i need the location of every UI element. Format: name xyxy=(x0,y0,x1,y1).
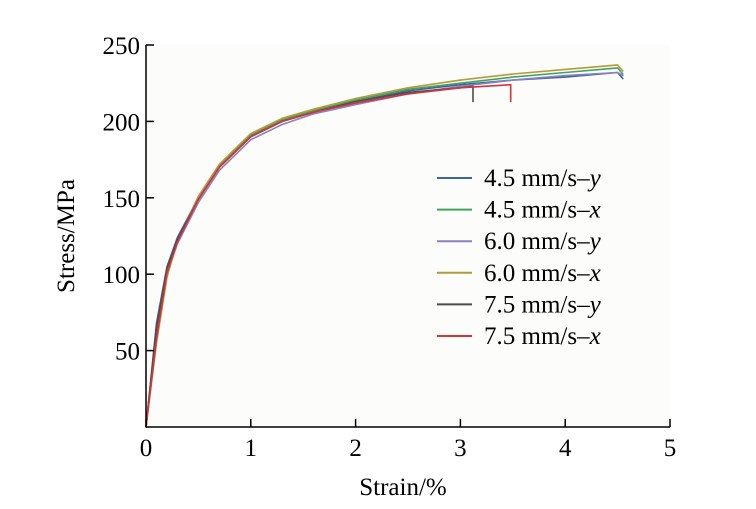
legend-label-4: 7.5 mm/s–y xyxy=(484,291,602,318)
x-tick-label: 5 xyxy=(664,435,677,462)
x-tick-label: 0 xyxy=(140,435,153,462)
y-tick-label: 200 xyxy=(103,109,141,136)
legend-label-base: 7.5 mm/s– xyxy=(484,291,590,318)
legend-label-base: 4.5 mm/s– xyxy=(484,165,590,192)
legend-label-1: 4.5 mm/s–x xyxy=(484,197,601,224)
x-tick-label: 4 xyxy=(559,435,572,462)
plot-area xyxy=(146,45,670,427)
y-tick-label: 250 xyxy=(103,33,141,60)
x-tick-label: 2 xyxy=(349,435,362,462)
x-axis-label: Strain/% xyxy=(359,474,447,501)
legend-label-base: 7.5 mm/s– xyxy=(484,323,590,350)
x-tick-label: 3 xyxy=(454,435,467,462)
legend-label-3: 6.0 mm/s–x xyxy=(484,260,601,287)
legend-label-suffix: x xyxy=(589,197,601,224)
legend-label-suffix: x xyxy=(589,260,601,287)
legend-label-2: 6.0 mm/s–y xyxy=(484,228,602,255)
y-tick-label: 150 xyxy=(103,186,141,213)
legend-label-base: 6.0 mm/s– xyxy=(484,228,590,255)
y-axis-ticks: 50 100 150 200 250 xyxy=(103,33,154,366)
x-tick-label: 1 xyxy=(245,435,258,462)
legend-label-5: 7.5 mm/s–x xyxy=(484,323,601,350)
y-axis-label: Stress/MPa xyxy=(53,179,80,293)
legend: 4.5 mm/s–y4.5 mm/s–x6.0 mm/s–y6.0 mm/s–x… xyxy=(437,165,602,350)
legend-label-suffix: x xyxy=(589,323,601,350)
legend-label-0: 4.5 mm/s–y xyxy=(484,165,602,192)
x-axis-ticks: 0 1 2 3 4 5 xyxy=(140,419,677,462)
series-layer xyxy=(145,64,624,428)
y-tick-label: 100 xyxy=(103,262,141,289)
legend-label-suffix: y xyxy=(587,228,602,255)
legend-label-base: 6.0 mm/s– xyxy=(484,260,590,287)
legend-label-suffix: y xyxy=(587,291,602,318)
legend-label-base: 4.5 mm/s– xyxy=(484,197,590,224)
series-line-5 xyxy=(145,83,512,428)
legend-label-suffix: y xyxy=(587,165,602,192)
y-tick-label: 50 xyxy=(115,339,140,366)
